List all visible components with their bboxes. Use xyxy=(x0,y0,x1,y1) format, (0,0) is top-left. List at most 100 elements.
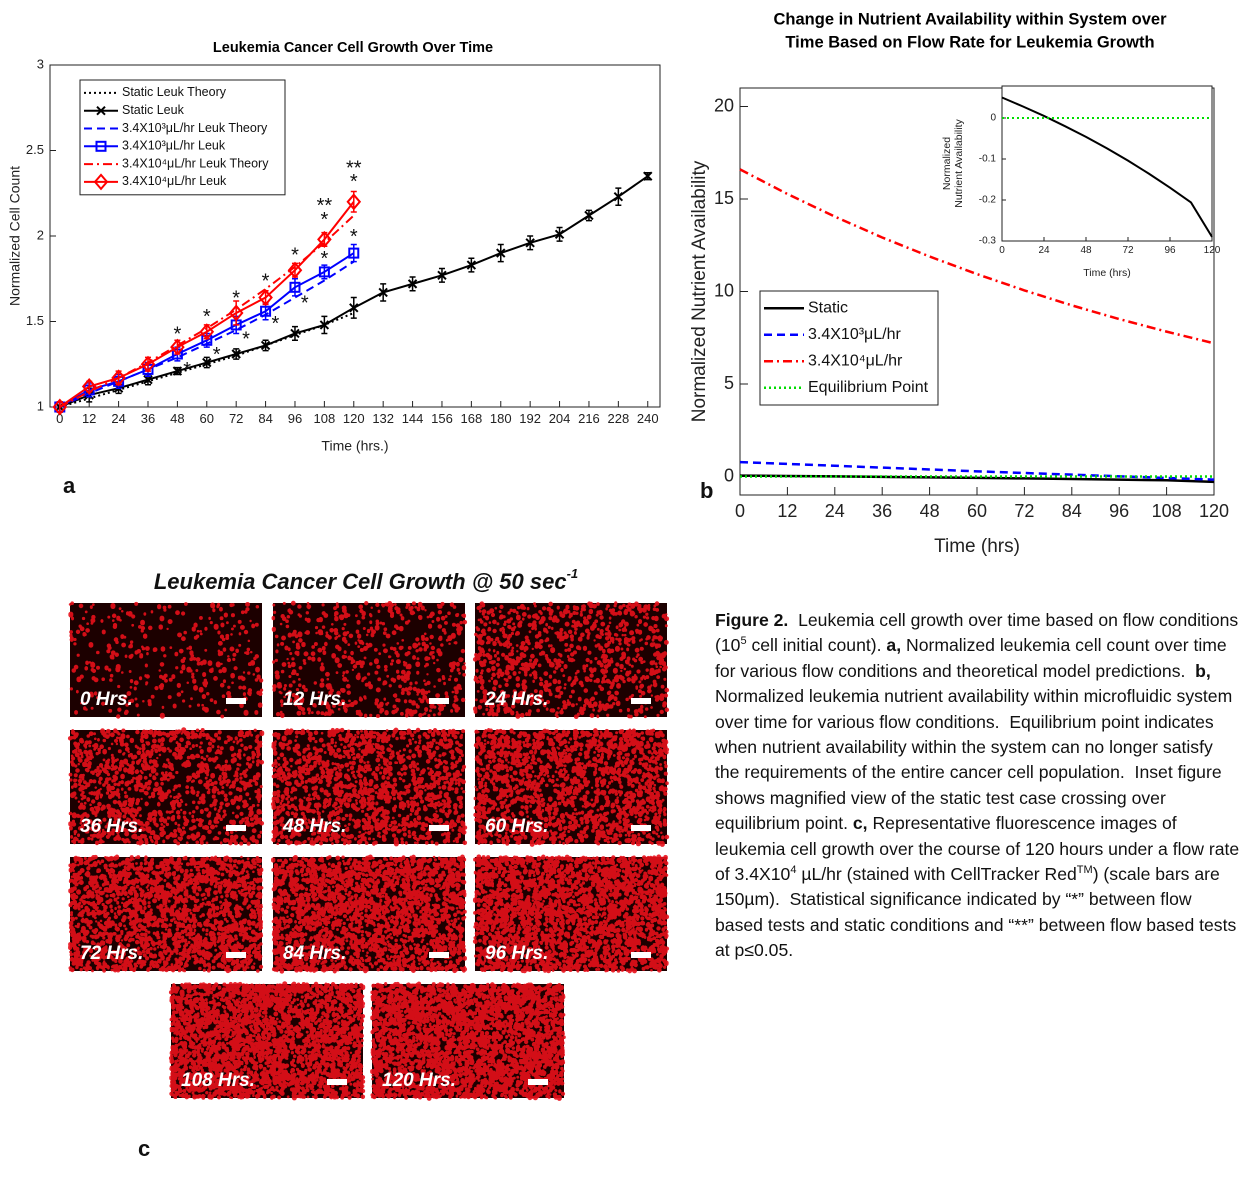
marker xyxy=(96,105,106,116)
x-tick-label: 108 xyxy=(1152,501,1182,521)
marker xyxy=(554,229,565,239)
y-tick-label: -0.1 xyxy=(979,154,997,165)
y-tick-label: 2 xyxy=(37,227,44,242)
fluorescence-image: 120 Hrs. xyxy=(370,981,566,1101)
error-bar xyxy=(291,278,298,297)
fluorescence-image: 84 Hrs. xyxy=(271,854,468,974)
marker xyxy=(287,261,303,279)
marker xyxy=(199,323,215,341)
scale-bar xyxy=(429,825,449,831)
x-tick-label: 192 xyxy=(519,411,541,426)
scale-bar xyxy=(327,1079,347,1085)
x-tick-label: 24 xyxy=(1038,245,1050,256)
y-axis-label: Normalized xyxy=(941,137,953,190)
marker xyxy=(643,171,653,181)
scale-bar xyxy=(631,698,651,704)
marker xyxy=(260,305,272,317)
cells xyxy=(271,854,468,974)
marker xyxy=(290,328,300,339)
caption-text: cell initial count). xyxy=(746,635,887,656)
marker xyxy=(231,349,241,359)
legend-box xyxy=(79,79,286,196)
fluorescence-image: 24 Hrs. xyxy=(472,601,670,720)
x-tick-label: 240 xyxy=(637,411,659,426)
x-tick-label: 72 xyxy=(1014,501,1034,521)
marker xyxy=(81,377,97,396)
scale-bar xyxy=(226,698,246,704)
x-axis-label: Time (hrs) xyxy=(1083,267,1130,279)
cells xyxy=(68,601,264,719)
legend-box xyxy=(759,290,939,406)
x-tick-label: 0 xyxy=(735,501,745,521)
significance-mark: * xyxy=(262,270,270,292)
x-tick-label: 216 xyxy=(578,411,600,426)
legend-label: 3.4X10³μL/hr Leuk Theory xyxy=(122,121,268,135)
time-label: 108 Hrs. xyxy=(181,1070,255,1091)
marker xyxy=(349,303,359,313)
scale-bar xyxy=(226,825,246,831)
significance-mark: ** xyxy=(346,157,362,179)
significance-mark: * xyxy=(291,245,299,267)
y-tick-label: 3 xyxy=(37,56,44,71)
y-axis-label: Nutrient Availability xyxy=(953,118,965,207)
legend-label: Static Leuk xyxy=(122,103,185,117)
x-tick-label: 0 xyxy=(56,411,63,426)
marker xyxy=(378,287,388,298)
fluorescence-image: 48 Hrs. xyxy=(270,727,468,847)
marker xyxy=(228,304,244,322)
y-tick-label: 1 xyxy=(37,398,44,413)
fluorescence-image: 36 Hrs. xyxy=(67,727,265,846)
cells xyxy=(270,727,468,847)
marker xyxy=(437,270,447,281)
x-tick-label: 72 xyxy=(1122,245,1134,256)
time-label: 12 Hrs. xyxy=(283,689,346,710)
x-tick-label: 36 xyxy=(872,501,892,521)
fluorescence-image: 108 Hrs. xyxy=(168,981,366,1101)
x-tick-label: 48 xyxy=(920,501,940,521)
caption-bold: Figure 2. xyxy=(715,610,789,630)
caption-text: Representative fluorescence images of le… xyxy=(715,813,1240,885)
time-label: 24 Hrs. xyxy=(484,689,548,710)
cells xyxy=(370,981,566,1101)
y-tick-label: -0.2 xyxy=(979,195,997,206)
time-label: 72 Hrs. xyxy=(80,943,143,964)
marker xyxy=(613,191,624,202)
scale-bar xyxy=(429,952,449,958)
fluorescence-image: 0 Hrs. xyxy=(68,601,264,719)
marker xyxy=(52,398,68,416)
cells xyxy=(271,600,468,719)
x-tick-label: 0 xyxy=(999,245,1005,256)
legend-label: 3.4X10⁴μL/hr Leuk Theory xyxy=(122,156,269,170)
cells xyxy=(68,854,264,974)
significance-mark: * xyxy=(232,287,240,309)
marker xyxy=(95,140,107,152)
caption: Figure 2. Leukemia cell growth over time… xyxy=(715,608,1242,964)
caption-text: 4 xyxy=(790,864,797,877)
images-title-text: Leukemia Cancer Cell Growth @ 50 sec xyxy=(154,569,567,594)
chart-title: Time Based on Flow Rate for Leukemia Gro… xyxy=(785,33,1154,51)
x-tick-label: 108 xyxy=(314,411,336,426)
caption-bold: b, xyxy=(1195,660,1211,681)
x-tick-label: 132 xyxy=(372,411,394,426)
x-tick-label: 96 xyxy=(288,411,302,426)
fluorescence-image: 96 Hrs. xyxy=(472,854,670,974)
significance-mark: * xyxy=(271,313,279,335)
legend-label: 3.4X10³μL/hr xyxy=(808,326,902,343)
marker xyxy=(496,248,506,258)
cells xyxy=(168,981,366,1101)
images-title: Leukemia Cancer Cell Growth @ 50 sec-1 xyxy=(154,566,578,593)
time-label: 60 Hrs. xyxy=(485,816,548,837)
significance-mark: * xyxy=(320,248,328,270)
x-tick-label: 204 xyxy=(549,411,571,426)
cells xyxy=(472,601,670,720)
x-tick-label: 60 xyxy=(200,411,214,426)
x-tick-label: 12 xyxy=(777,501,797,521)
significance-mark: * xyxy=(350,226,358,248)
caption-bold: a, xyxy=(886,635,902,656)
marker xyxy=(111,369,126,387)
legend-label: Static Leuk Theory xyxy=(122,85,227,99)
time-label: 48 Hrs. xyxy=(282,816,346,837)
marker xyxy=(346,193,362,211)
marker xyxy=(318,266,330,278)
